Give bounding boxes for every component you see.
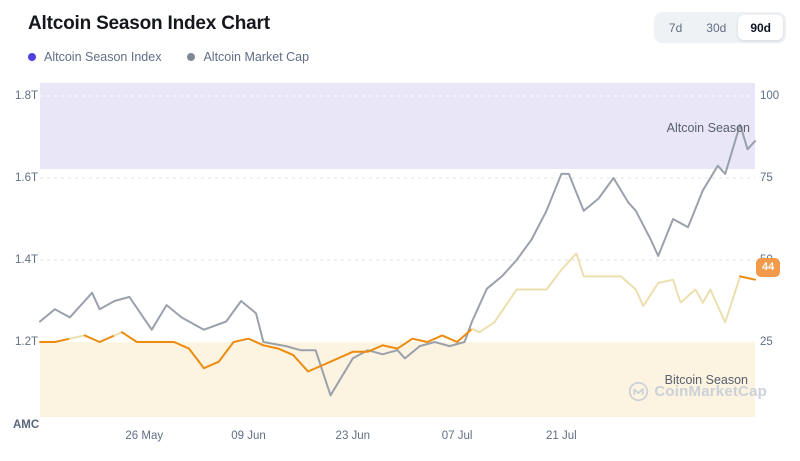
x-axis-tick: 23 Jun (335, 430, 371, 442)
legend-dot-icon (187, 53, 196, 61)
x-axis-tick: 07 Jul (441, 430, 473, 442)
legend-item[interactable]: Altcoin Season Index (28, 50, 161, 64)
coinmarketcap-watermark: CoinMarketCap (628, 381, 767, 402)
bitcoin-season-band (40, 342, 755, 417)
altcoin-season-index-line (471, 252, 742, 334)
coinmarketcap-watermark-text: CoinMarketCap (654, 383, 767, 400)
altcoin-season-index-line (120, 327, 473, 373)
y-axis-tick-right: 100 (760, 90, 780, 102)
y-axis-tick-right: 25 (760, 336, 773, 348)
range-button-90d[interactable]: 90d (738, 15, 783, 40)
range-button-30d[interactable]: 30d (694, 15, 738, 40)
altcoin-season-index-line (83, 334, 116, 343)
page-title: Altcoin Season Index Chart (28, 13, 270, 34)
range-button-7d[interactable]: 7d (657, 15, 694, 40)
altcoin-season-index-line (68, 334, 86, 340)
left-axis-title: AMC (13, 419, 40, 431)
legend: Altcoin Season Index Altcoin Market Cap (28, 50, 309, 64)
coinmarketcap-logo-icon (629, 381, 649, 402)
x-axis-tick: 26 May (125, 430, 164, 442)
y-axis-tick-left: 1.8T (14, 90, 38, 102)
legend-dot-icon (28, 53, 36, 61)
altcoin-season-index-line (113, 331, 123, 337)
y-axis-tick-left: 1.4T (14, 254, 38, 266)
altcoin-market-cap-line (39, 123, 756, 397)
legend-item[interactable]: Altcoin Market Cap (187, 50, 309, 64)
altcoin-season-band (40, 83, 755, 169)
current-index-badge: 44 (756, 258, 781, 277)
legend-label: Altcoin Season Index (44, 50, 162, 64)
altcoin-season-index-line (739, 275, 756, 281)
y-axis-tick-left: 1.2T (14, 336, 38, 348)
altcoin-season-zone-label: Altcoin Season (666, 121, 750, 135)
bitcoin-season-zone-label: Bitcoin Season (664, 373, 748, 387)
y-axis-tick-left: 1.6T (14, 172, 38, 184)
y-axis-tick-right: 75 (760, 172, 773, 184)
legend-label: Altcoin Market Cap (203, 50, 310, 64)
x-axis-tick: 09 Jun (231, 430, 266, 442)
altcoin-season-index-line (39, 337, 71, 343)
range-selector: 7d 30d 90d (653, 12, 786, 43)
x-axis-tick: 21 Jul (546, 430, 577, 442)
